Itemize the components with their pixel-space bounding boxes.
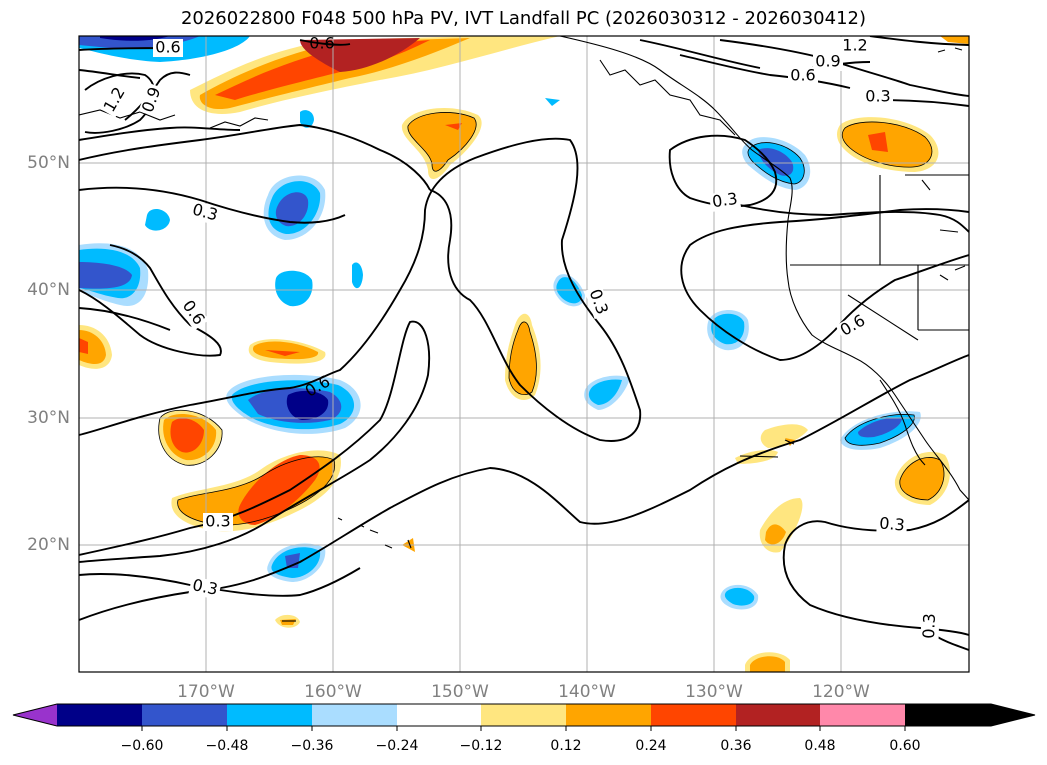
colorbar-tick-label: −0.60 (121, 738, 164, 754)
colorbar-tick-label: 0.12 (550, 738, 581, 754)
contour-label: 0.3 (865, 87, 890, 106)
contour-label: 0.6 (155, 38, 180, 57)
pv-outlines (158, 112, 945, 526)
lon-label: 130°W (685, 682, 743, 702)
colorbar-bin (227, 704, 312, 726)
contour-label: 0.3 (879, 513, 906, 534)
colorbar-tick-label: 0.60 (889, 738, 920, 754)
latitude-labels: 50°N 40°N 30°N 20°N (27, 153, 70, 555)
colorbar-tick-label: 0.48 (804, 738, 835, 754)
colorbar-tick-label: 0.36 (720, 738, 751, 754)
contour-label: 0.6 (309, 34, 334, 53)
contour-label: 0.3 (711, 189, 739, 211)
pv-shading (79, 36, 969, 672)
colorbar-bin (397, 704, 481, 726)
contour-label: 0.9 (815, 52, 840, 71)
colorbar-bin (481, 704, 566, 726)
lat-label: 40°N (27, 280, 70, 300)
lat-label: 50°N (27, 153, 70, 173)
longitude-labels: 170°W 160°W 150°W 140°W 130°W 120°W (177, 682, 870, 702)
contour-label: 0.3 (919, 613, 939, 639)
contour-label: 0.3 (205, 512, 230, 531)
colorbar-bin (142, 704, 227, 726)
lon-label: 140°W (558, 682, 616, 702)
colorbar-tick-label: −0.24 (376, 738, 419, 754)
lat-label: 20°N (27, 535, 70, 555)
plot-frame (78, 35, 970, 673)
colorbar-bin (57, 704, 142, 726)
colorbar: −0.60 −0.48 −0.36 −0.24 −0.12 0.12 0.24 … (12, 703, 1036, 754)
colorbar-extend-low (13, 704, 57, 726)
colorbar-tick-label: −0.12 (460, 738, 503, 754)
colorbar-extend-high (905, 704, 1035, 726)
contour-label: 0.6 (790, 66, 815, 85)
colorbar-outline (12, 703, 1036, 727)
contour-label: 0.3 (191, 575, 220, 599)
colorbar-bin (651, 704, 736, 726)
map-title: 2026022800 F048 500 hPa PV, IVT Landfall… (180, 8, 867, 29)
contour-label: 1.2 (842, 36, 867, 55)
colorbar-tick-label: −0.36 (291, 738, 334, 754)
plot-area (79, 36, 969, 672)
lat-label: 30°N (27, 408, 70, 428)
colorbar-bin (820, 704, 905, 726)
colorbar-bin (736, 704, 820, 726)
colorbar-tick-label: −0.48 (206, 738, 249, 754)
coastlines (79, 36, 969, 622)
colorbar-bin (312, 704, 397, 726)
lon-label: 170°W (177, 682, 235, 702)
graticule (79, 36, 969, 672)
colorbar-bin (566, 704, 651, 726)
colorbar-tick-label: 0.24 (635, 738, 666, 754)
lon-label: 160°W (304, 682, 362, 702)
lon-label: 150°W (431, 682, 489, 702)
lon-label: 120°W (812, 682, 870, 702)
